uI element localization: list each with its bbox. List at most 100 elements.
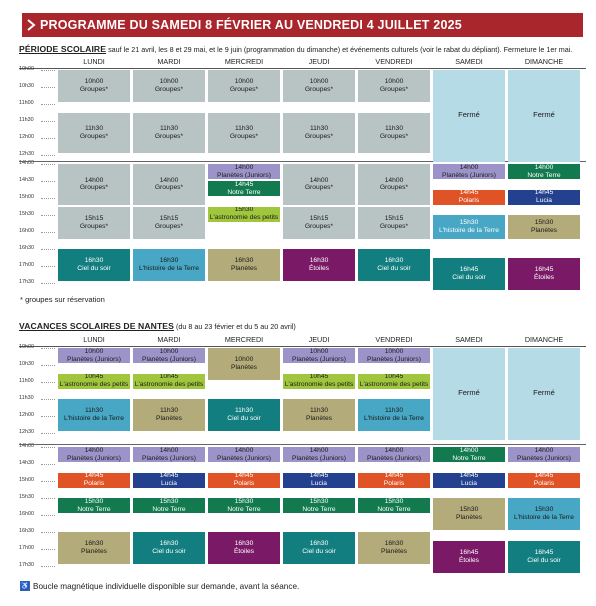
session-time: 10h00 [84,78,104,86]
loop-text: Boucle magnétique individuelle disponibl… [33,581,300,591]
session-title: Étoiles [458,556,480,564]
session-title: Groupes* [379,184,409,192]
session-title: Fermé [458,110,480,120]
hearing-loop-note: ♿ Boucle magnétique individuelle disponi… [20,581,299,591]
session-groupes: 10h00 Groupes* [58,70,130,102]
hour-tick [41,87,55,88]
hour-label: 15h30 [19,211,34,217]
hour-label: 14h30 [19,177,34,183]
hour-tick [41,70,55,71]
session-title: Groupes* [379,86,409,93]
day-header-dimanche: DIMANCHE [524,57,564,66]
session-time: 10h00 [84,348,104,355]
page-title: PROGRAMME DU SAMEDI 8 FÉVRIER AU VENDRED… [40,18,462,32]
period2-heading: VACANCES SCOLAIRES DE NANTES (du 8 au 23… [19,321,296,331]
session-title: Fermé [458,388,480,398]
session-title: Planètes (Juniors) [142,355,196,363]
session-title: Groupes* [379,222,409,230]
session-time: 11h30 [309,407,329,415]
hour-label: 17h00 [19,262,34,268]
hour-tick [41,215,55,216]
session-planetes-juniors: 14h00 Planètes (Juniors) [283,447,355,462]
session-title: Groupes* [304,222,334,230]
session-time: 14h45 [84,472,104,480]
session-time: 14h45 [459,189,479,197]
session-etoiles: 16h45 Étoiles [433,540,505,573]
session-notre-terre: 15h30 Notre Terre [283,498,355,513]
session-time: 15h15 [159,214,179,222]
session-planetes-juniors: 14h00 Planètes (Juniors) [433,164,505,179]
session-title: Groupes* [154,86,184,93]
hour-label: 17h30 [19,562,34,568]
session-title: Lucia [311,480,327,487]
session-time: 14h00 [234,164,254,171]
hour-label: 12h00 [19,412,34,418]
session-title: Notre Terre [227,188,261,196]
session-title: L'histoire de la Terre [64,415,124,422]
session-title: Planètes (Juniors) [367,454,421,462]
session-ciel-du-soir: 16h45 Ciel du soir [433,257,505,290]
session-notre-terre: 15h30 Notre Terre [208,498,280,513]
session-time: 15h30 [459,219,479,227]
session-title: Notre Terre [452,454,486,462]
session-time: 11h30 [159,407,179,415]
session-title: Notre Terre [377,505,411,513]
hour-label: 11h30 [19,395,34,401]
session-polaris: 14h45 Polaris [433,189,505,205]
session-title: Polaris [233,480,255,487]
session-time: 14h00 [459,447,479,454]
session-time: 14h00 [309,447,329,454]
session-time: 10h00 [309,348,329,355]
session-time: 10h45 [159,373,179,381]
session-title: Notre Terre [527,171,561,179]
period2-title: VACANCES SCOLAIRES DE NANTES [19,321,174,331]
session-l-histoire-de-la-terre: 11h30 L'histoire de la Terre [358,399,430,431]
midday-separator [19,444,586,445]
session-title: Planètes (Juniors) [217,171,271,179]
session-l-astronomie-des-petits: 10h45 L'astronomie des petits [133,373,205,389]
day-header-samedi: SAMEDI [455,335,483,344]
session-time: 16h45 [534,265,554,273]
session-ciel-du-soir: 16h45 Ciel du soir [508,540,580,573]
session-title: Polaris [458,197,480,204]
session-ciel-du-soir: 16h30 Ciel du soir [358,249,430,281]
session-planetes-juniors: 10h00 Planètes (Juniors) [133,348,205,363]
session-lucia: 14h45 Lucia [133,472,205,488]
period1-title: PÉRIODE SCOLAIRE [19,44,107,54]
hour-tick [41,515,55,516]
session-etoiles: 16h45 Étoiles [508,257,580,290]
hour-tick [41,164,55,165]
hour-label: 14h00 [19,160,34,166]
session-groupes: 15h15 Groupes* [283,206,355,239]
session-groupes: 11h30 Groupes* [58,112,130,153]
session-time: 11h30 [159,125,179,133]
hour-tick [41,566,55,567]
session-time: 14h45 [384,472,404,480]
session-polaris: 14h45 Polaris [508,472,580,488]
session-title: Groupes* [304,184,334,192]
session-planetes-juniors: 14h00 Planètes (Juniors) [208,164,280,179]
session-title: Groupes* [379,132,409,140]
header-rule [19,68,586,69]
session-ferme: Fermé [433,70,505,162]
session-notre-terre: 15h30 Notre Terre [58,498,130,513]
hour-tick [41,549,55,550]
session-planetes: 15h30 Planètes [433,498,505,530]
session-l-histoire-de-la-terre: 15h30 L'histoire de la Terre [508,498,580,530]
session-groupes: 14h00 Groupes* [58,164,130,205]
session-planetes-juniors: 14h00 Planètes (Juniors) [358,447,430,462]
session-groupes: 11h30 Groupes* [208,112,280,153]
session-planetes-juniors: 14h00 Planètes (Juniors) [208,447,280,462]
session-time: 10h00 [384,78,404,86]
session-title: Planètes [230,265,258,272]
session-groupes: 10h00 Groupes* [283,70,355,102]
session-groupes: 15h15 Groupes* [58,206,130,239]
session-title: Ciel du soir [377,265,411,272]
hearing-loop-icon: ♿ [20,581,30,591]
session-time: 14h00 [159,447,179,454]
day-header-mardi: MARDI [157,57,181,66]
hour-tick [41,447,55,448]
session-title: Ciel du soir [77,265,111,272]
session-title: Planètes (Juniors) [292,454,346,462]
session-notre-terre: 14h45 Notre Terre [208,181,280,196]
